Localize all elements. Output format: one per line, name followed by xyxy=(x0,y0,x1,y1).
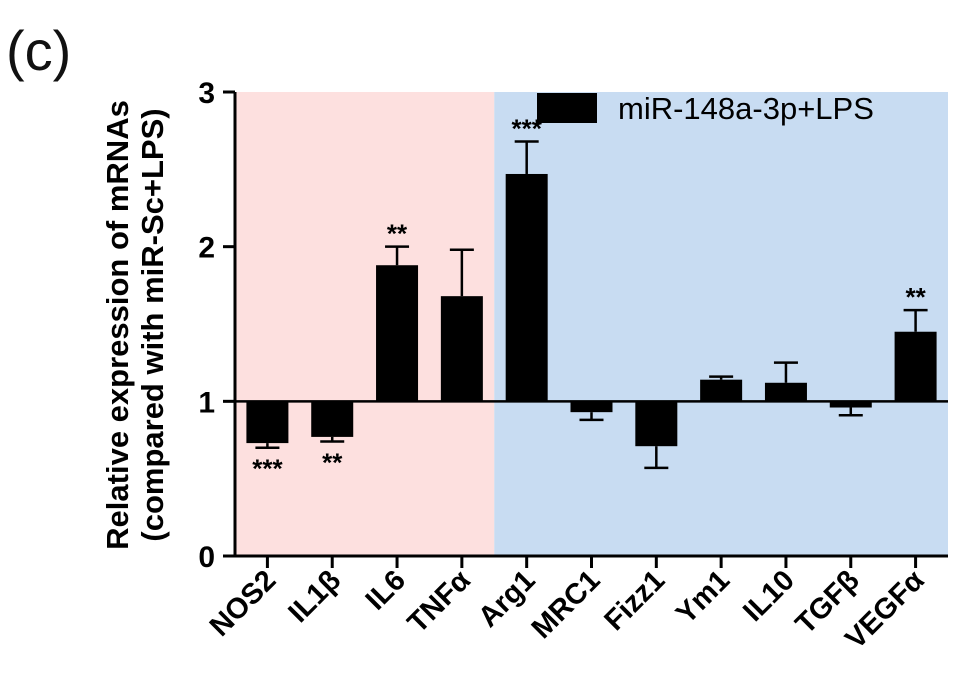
legend-label: miR-148a-3p+LPS xyxy=(618,91,874,126)
legend-swatch xyxy=(537,93,597,123)
error-bar-tgf xyxy=(838,407,863,417)
x-tick-label: MRC1 xyxy=(526,564,607,645)
y-tick-label: 2 xyxy=(198,232,215,265)
bar-il10 xyxy=(764,382,807,402)
y-tick-label: 1 xyxy=(198,386,215,419)
error-bars xyxy=(255,140,928,470)
x-tick-label: TNFα xyxy=(402,564,477,639)
bar-tgf xyxy=(829,401,872,408)
error-bar-arg1 xyxy=(514,140,539,174)
x-tick-label: IL6 xyxy=(360,564,412,616)
significance-label: ** xyxy=(905,282,926,312)
x-tick-label: Ym1 xyxy=(670,564,736,630)
bar-ym1 xyxy=(700,379,743,402)
y-tick-label: 0 xyxy=(198,541,215,574)
legend: miR-148a-3p+LPS xyxy=(537,91,874,126)
error-bar-tnf xyxy=(449,248,474,297)
y-axis-subtitle: (compared with miR-Sc+LPS) xyxy=(135,108,170,541)
significance-label: *** xyxy=(252,454,283,484)
bar-arg1 xyxy=(505,173,548,402)
bar-fizz1 xyxy=(635,401,678,447)
x-tick-label: IL1β xyxy=(282,564,347,629)
background-regions xyxy=(235,92,948,556)
significance-label: ** xyxy=(387,219,408,249)
bar-mrc1 xyxy=(570,401,613,413)
panel-label: (c) xyxy=(6,19,71,82)
y-tick-label: 3 xyxy=(198,77,215,110)
region-background xyxy=(494,92,948,556)
error-bar-ym1 xyxy=(709,375,734,380)
bar-il6 xyxy=(376,265,419,402)
error-bar-mrc1 xyxy=(579,412,604,422)
error-bar-fizz1 xyxy=(644,446,669,470)
bar-vegf xyxy=(894,331,937,402)
error-bar-il6 xyxy=(385,245,410,266)
bars xyxy=(246,173,937,447)
bar-nos2 xyxy=(246,401,289,444)
bar-tnf xyxy=(440,296,483,402)
error-bar-il10 xyxy=(773,361,798,383)
significance-label: ** xyxy=(322,448,343,478)
error-bar-nos2 xyxy=(255,443,280,449)
y-axis-title: Relative expression of mRNAs xyxy=(100,100,135,550)
x-tick-label: NOS2 xyxy=(204,564,282,642)
bar-il1 xyxy=(311,401,354,437)
error-bar-vegf xyxy=(903,308,928,332)
axes: 0 1 2 3 xyxy=(198,77,948,574)
x-tick-label: Fizz1 xyxy=(599,564,672,637)
error-bar-il1 xyxy=(320,436,345,443)
